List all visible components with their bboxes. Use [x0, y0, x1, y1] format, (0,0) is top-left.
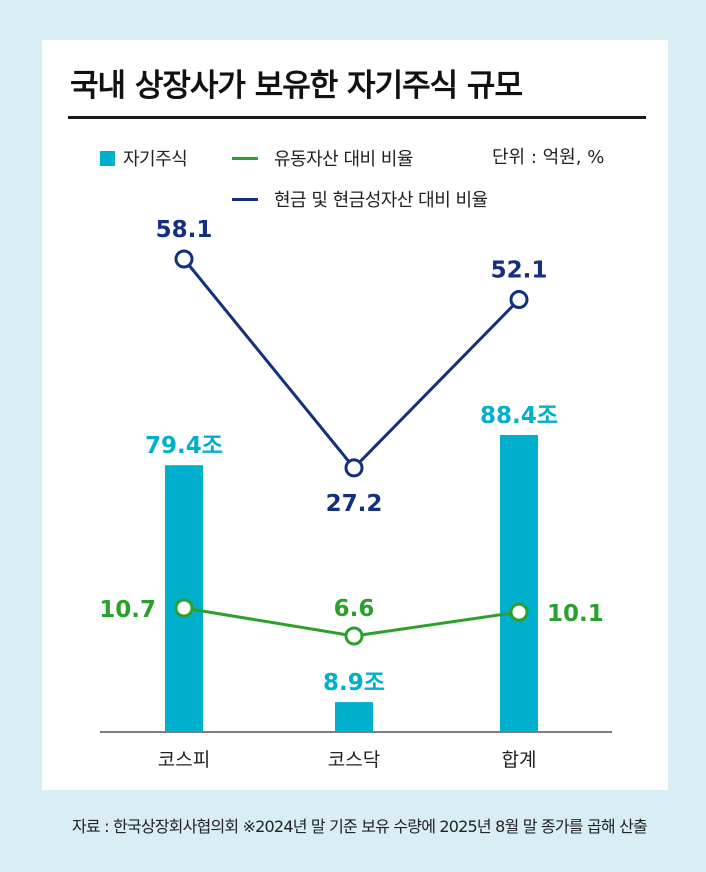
data-label: 10.7: [99, 597, 156, 623]
legend-swatch-green: [232, 156, 258, 160]
data-label: 10.1: [547, 601, 604, 627]
series-line: [182, 258, 521, 471]
legend-label: 현금 및 현금성자산 대비 비율: [274, 190, 488, 211]
legend-label: 유동자산 대비 비율: [274, 149, 413, 170]
chart-panel: [42, 40, 668, 790]
unit-label: 단위 : 억원, %: [492, 147, 605, 168]
bar: [335, 702, 373, 732]
legend-swatch-bar: [100, 150, 115, 166]
page-title: 국내 상장사가 보유한 자기주식 규모: [70, 68, 523, 104]
bar: [500, 434, 538, 732]
data-label: 27.2: [326, 491, 383, 517]
source-note: 자료 : 한국상장회사협의회 ※2024년 말 기준 보유 수량에 2025년 …: [72, 817, 648, 836]
legend-green: 유동자산 대비 비율: [232, 145, 413, 171]
data-point: [174, 598, 194, 618]
bar-label: 79.4조: [145, 433, 223, 459]
title-divider: [68, 116, 646, 119]
x-tick-label: 합계: [502, 749, 537, 771]
x-tick-label: 코스닥: [328, 749, 380, 771]
bar-label: 8.9조: [323, 670, 385, 696]
legend-blue: 현금 및 현금성자산 대비 비율: [232, 186, 488, 212]
data-point: [344, 458, 364, 478]
x-tick-label: 코스피: [158, 749, 210, 771]
data-point: [509, 602, 529, 622]
data-point: [174, 249, 194, 269]
data-point: [509, 290, 529, 310]
data-point: [344, 626, 364, 646]
legend-bar: 자기주식: [100, 145, 188, 171]
bar-label: 88.4조: [480, 403, 558, 429]
legend-swatch-blue: [232, 197, 258, 201]
legend-label: 자기주식: [123, 149, 188, 170]
data-label: 58.1: [156, 217, 213, 243]
data-label: 6.6: [334, 596, 375, 622]
data-label: 52.1: [491, 258, 548, 284]
